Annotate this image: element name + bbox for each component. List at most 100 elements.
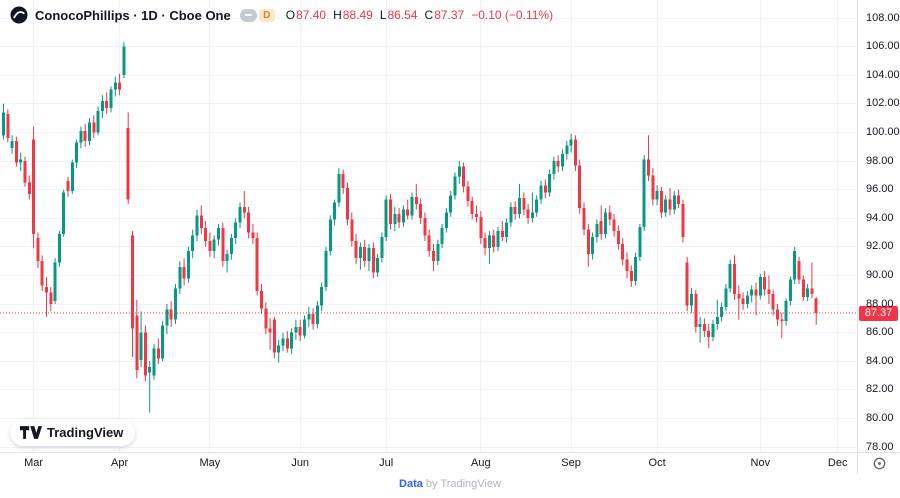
candle-body	[763, 276, 767, 290]
candle-body	[2, 112, 5, 136]
candle-body	[363, 246, 367, 262]
candle-body	[161, 325, 165, 359]
price-tick-label: 92.00	[866, 240, 894, 253]
candle-body	[135, 315, 139, 370]
candle-body	[539, 185, 543, 200]
candle-body	[797, 261, 801, 280]
candle-body	[324, 251, 328, 287]
candle-body	[638, 226, 642, 257]
candle-body	[771, 293, 775, 310]
symbol-title[interactable]: ConocoPhillips · 1D · Cboe One	[35, 7, 231, 23]
candle-body	[195, 215, 199, 236]
high-label: H	[333, 8, 342, 22]
candle-body	[14, 140, 18, 163]
tradingview-logo-text: TradingView	[47, 425, 124, 440]
candle-body	[565, 145, 569, 154]
candle-body	[294, 326, 298, 333]
candle-body	[552, 161, 556, 174]
candle-body	[414, 196, 418, 204]
candle-body	[655, 191, 659, 200]
axis-settings-button[interactable]	[858, 453, 900, 474]
tradingview-logo[interactable]: TradingView	[10, 419, 136, 446]
candle-body	[518, 198, 521, 214]
candle-body	[793, 251, 797, 280]
price-tick-label: 100.00	[866, 125, 900, 138]
candle-body	[780, 319, 784, 322]
gear-icon	[873, 457, 885, 470]
candle-body	[57, 233, 61, 263]
candle-body	[376, 258, 380, 273]
candle-body	[199, 215, 203, 229]
price-axis[interactable]: 87.37 108.00 106.00 104.00 102.00 100.00 98.0…	[857, 0, 900, 474]
candle-body	[221, 228, 225, 262]
time-axis[interactable]: Mar Apr May Jun Jul Aug Sep Oct Nov Dec	[0, 452, 900, 475]
candle-body	[569, 139, 573, 146]
candle-body	[285, 338, 289, 349]
ohlc-values: O 87.40 H 88.49 L 86.54 C 87.37 −0.10 (−0.11…	[286, 8, 553, 22]
candle-body	[741, 298, 745, 304]
candle-body	[728, 263, 732, 289]
candle-body	[49, 292, 53, 304]
open-value: 87.40	[296, 8, 327, 22]
candle-body	[88, 122, 91, 141]
candle-body	[178, 266, 182, 289]
candle-body	[453, 176, 457, 196]
candle-body	[212, 239, 216, 252]
candle-body	[174, 288, 177, 320]
candle-body	[320, 286, 324, 306]
candle-body	[526, 209, 530, 219]
candle-body	[298, 326, 302, 336]
candle-body	[801, 279, 805, 297]
candle-body	[664, 199, 668, 213]
legend-collapse-icon[interactable]	[239, 8, 257, 22]
candle-body	[234, 222, 238, 239]
close-value: 87.37	[434, 8, 465, 22]
candle-body	[711, 324, 715, 337]
candle-body	[767, 289, 771, 294]
candle-body	[720, 306, 724, 317]
candle-body	[40, 261, 44, 286]
close-label: C	[424, 8, 434, 22]
candle-body	[152, 348, 156, 376]
candle-body	[62, 192, 66, 234]
price-tick-label: 78.00	[866, 440, 894, 453]
candle-body	[698, 324, 702, 327]
candlestick-chart[interactable]	[0, 0, 857, 452]
candle-body	[462, 166, 466, 187]
candle-body	[647, 159, 650, 176]
candle-body	[556, 161, 560, 167]
candle-body	[242, 206, 246, 213]
data-link[interactable]: Data	[399, 478, 423, 490]
time-tick-label: Jun	[291, 457, 310, 469]
candle-body	[148, 366, 152, 373]
candle-body	[543, 185, 547, 193]
candle-body	[604, 212, 607, 234]
candle-body	[668, 199, 672, 210]
candle-body	[290, 332, 294, 349]
candle-body	[122, 46, 126, 76]
candle-body	[70, 162, 74, 192]
candle-body	[702, 324, 706, 332]
candle-body	[651, 175, 655, 200]
candle-body	[79, 130, 83, 143]
candle-body	[595, 223, 599, 237]
price-tick-label: 86.00	[866, 326, 894, 339]
candle-body	[591, 236, 595, 254]
candle-body	[522, 198, 526, 210]
candle-body	[814, 298, 818, 314]
price-tick-label: 90.00	[866, 268, 894, 281]
candle-body	[776, 309, 779, 320]
candle-body	[393, 213, 397, 224]
candle-body	[582, 208, 586, 230]
candle-body	[509, 206, 513, 223]
candle-body	[608, 212, 612, 220]
candle-body	[737, 293, 741, 299]
candle-body	[586, 229, 590, 254]
interval-badge[interactable]: D	[258, 8, 275, 22]
time-tick-label: Apr	[111, 457, 129, 469]
candle-body	[208, 241, 212, 252]
candle-body	[475, 213, 478, 217]
candle-body	[685, 262, 689, 306]
price-tick-label: 96.00	[866, 183, 894, 196]
candle-body	[784, 301, 788, 322]
